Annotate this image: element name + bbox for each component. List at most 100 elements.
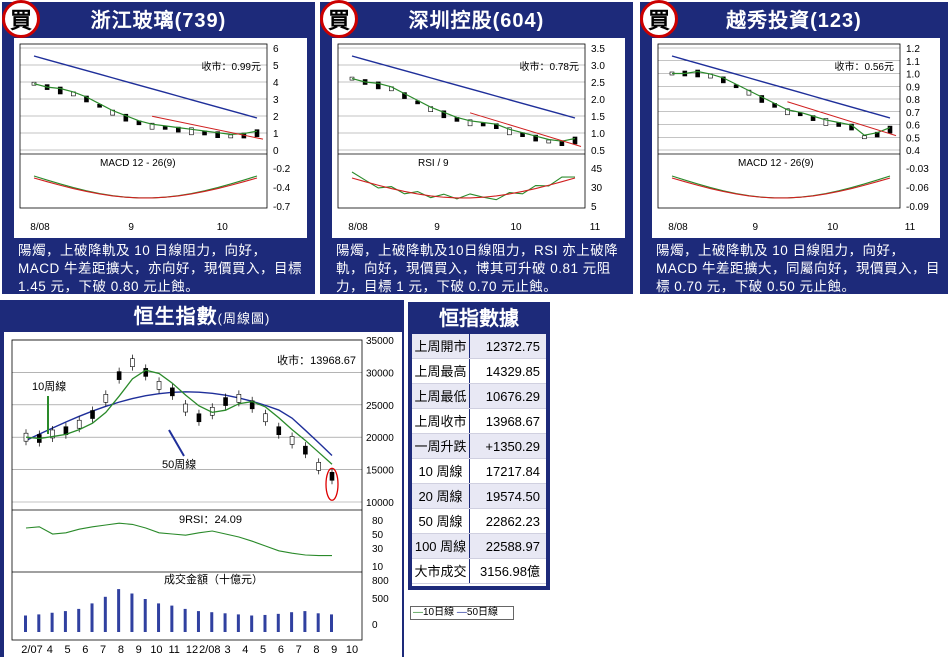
price-candle — [215, 131, 220, 138]
x-tick-label: 4 — [242, 644, 248, 656]
x-tick-label: 9 — [434, 222, 440, 233]
stock-desc-739: 陽燭，上破降軌及 10 日線阻力，向好，MACD 牛差距擴大，亦向好，現價買入，… — [18, 243, 302, 294]
downtrend-line — [787, 101, 897, 137]
x-tick-label: 10 — [510, 222, 522, 233]
table-body: 上周開市 12372.75 上周最高 14329.85 上周最低 10676.29 上周收市… — [412, 334, 546, 586]
x-tick-label: 8/08 — [30, 222, 50, 233]
x-tick-label: 3 — [224, 644, 230, 656]
chart-123: 1.2 1.1 1.00.9 0.8 0.7 0.60.5 0.4 收市：0.56元 MACD … — [657, 43, 929, 233]
volume-bar — [303, 611, 307, 632]
indicator-tick-label: -0.4 — [273, 183, 291, 194]
x-tick-label: 8/08 — [668, 222, 688, 233]
downtrend-line — [151, 115, 264, 140]
volume-bar — [223, 613, 227, 632]
price-candle — [57, 86, 63, 95]
x-tick-label: 7 — [296, 644, 302, 656]
y-tick-label: 15000 — [366, 466, 394, 477]
y-tick-label: 0.4 — [906, 146, 920, 157]
price-candle — [149, 122, 155, 130]
y-tick-label: 0.5 — [591, 146, 605, 157]
y-tick-label: 1.2 — [906, 44, 920, 55]
plot-frame — [11, 339, 363, 641]
price-candle — [123, 113, 129, 122]
x-tick-label: 10 — [827, 222, 839, 233]
indicator-label: MACD 12 - 26(9) — [738, 158, 814, 169]
y-tick-label: 0 — [273, 146, 279, 157]
y-tick-label: 3 — [273, 95, 279, 106]
ma10-line — [33, 83, 258, 136]
volume-tick-label: 500 — [372, 594, 389, 605]
price-candle — [249, 400, 255, 410]
table-key: 大市成交 — [412, 559, 470, 583]
price-candle — [162, 126, 168, 130]
table-row: 大市成交 3156.98億 — [412, 559, 546, 584]
x-tick-label: 8/08 — [348, 222, 368, 233]
x-tick-label: 6 — [82, 644, 88, 656]
price-candle — [183, 403, 188, 413]
volume-tick-label: 0 — [372, 620, 378, 631]
buy-badge-123: 買 — [640, 0, 678, 38]
price-candle — [507, 127, 512, 136]
table-row: 20 周線 19574.50 — [412, 484, 546, 509]
volume-bar — [276, 613, 280, 632]
price-candle — [823, 118, 829, 126]
ma50-line — [351, 55, 576, 119]
price-candle — [467, 119, 473, 127]
chart-area-739: 6 5 4 3 2 1 0 收市：0.99元 MACD 12 - 26(9) -0.2 -0.4 -0… — [14, 38, 307, 238]
table-row: 上周最高 14329.85 — [412, 359, 546, 384]
price-candle — [170, 387, 175, 397]
plot-frame — [19, 43, 268, 209]
rsi-label: 9RSI：24.09 — [179, 514, 242, 526]
price-candle — [441, 110, 447, 119]
volume-bar — [63, 611, 67, 632]
x-tick-label: 10 — [346, 644, 358, 656]
buy-badge-604: 買 — [320, 0, 358, 38]
volume-bar — [50, 612, 54, 632]
stock-desc-604: 陽燭，上破降軌及10日線阻力，RSI 亦上破降軌，向好，現價買入，博其可升破 0… — [336, 243, 619, 294]
table-key: 10 周線 — [412, 459, 470, 483]
price-candle — [50, 429, 55, 439]
volume-bar — [236, 614, 240, 632]
table-value: 3156.98億 — [480, 563, 540, 579]
rsi-tick-label: 50 — [372, 530, 384, 541]
table-value: 10676.29 — [485, 388, 540, 404]
table-value: 17217.84 — [485, 463, 540, 479]
plot-frame — [657, 43, 901, 209]
close-label: 收市：0.99元 — [202, 60, 261, 73]
indicator-tick-label: 5 — [591, 202, 597, 213]
ma10-line — [25, 369, 333, 465]
price-candle — [223, 397, 228, 406]
indicator-tick-label: 45 — [591, 164, 603, 175]
price-candle — [84, 95, 89, 103]
ma-legend: —10日線 —50日線 — [410, 606, 514, 620]
legend-ma10: 10日線 — [423, 607, 455, 618]
legend-swatch-10: — — [413, 607, 423, 618]
indicator-signal-line — [351, 177, 576, 199]
table-value: 22862.23 — [485, 513, 540, 529]
x-tick-label: 9 — [136, 644, 142, 656]
volume-bar — [290, 612, 294, 632]
y-tick-label: 20000 — [366, 433, 394, 444]
volume-bar — [90, 603, 94, 632]
table-key: 100 周線 — [412, 534, 470, 558]
table-key: 上周最高 — [412, 359, 470, 383]
y-tick-label: 3.0 — [591, 61, 605, 72]
x-tick-label: 2/07 — [21, 644, 42, 656]
volume-bar — [117, 589, 121, 632]
price-candle — [402, 92, 407, 99]
close-label: 收市：0.78元 — [520, 60, 579, 73]
table-row: 上周開市 12372.75 — [412, 334, 546, 359]
price-candle — [90, 410, 95, 419]
table-value: 14329.85 — [485, 363, 540, 379]
price-candle — [533, 134, 538, 142]
indicator-tick-label: -0.09 — [906, 202, 929, 213]
volume-bar — [103, 596, 107, 632]
y-tick-label: 35000 — [366, 336, 394, 347]
price-candle — [76, 419, 82, 429]
price-candle — [228, 134, 234, 139]
table-key: 上周開市 — [412, 334, 470, 358]
y-tick-label: 1.0 — [906, 70, 920, 81]
y-tick-label: 4 — [273, 78, 279, 89]
y-tick-label: 1.0 — [591, 129, 605, 140]
x-tick-label: 10 — [217, 222, 229, 233]
